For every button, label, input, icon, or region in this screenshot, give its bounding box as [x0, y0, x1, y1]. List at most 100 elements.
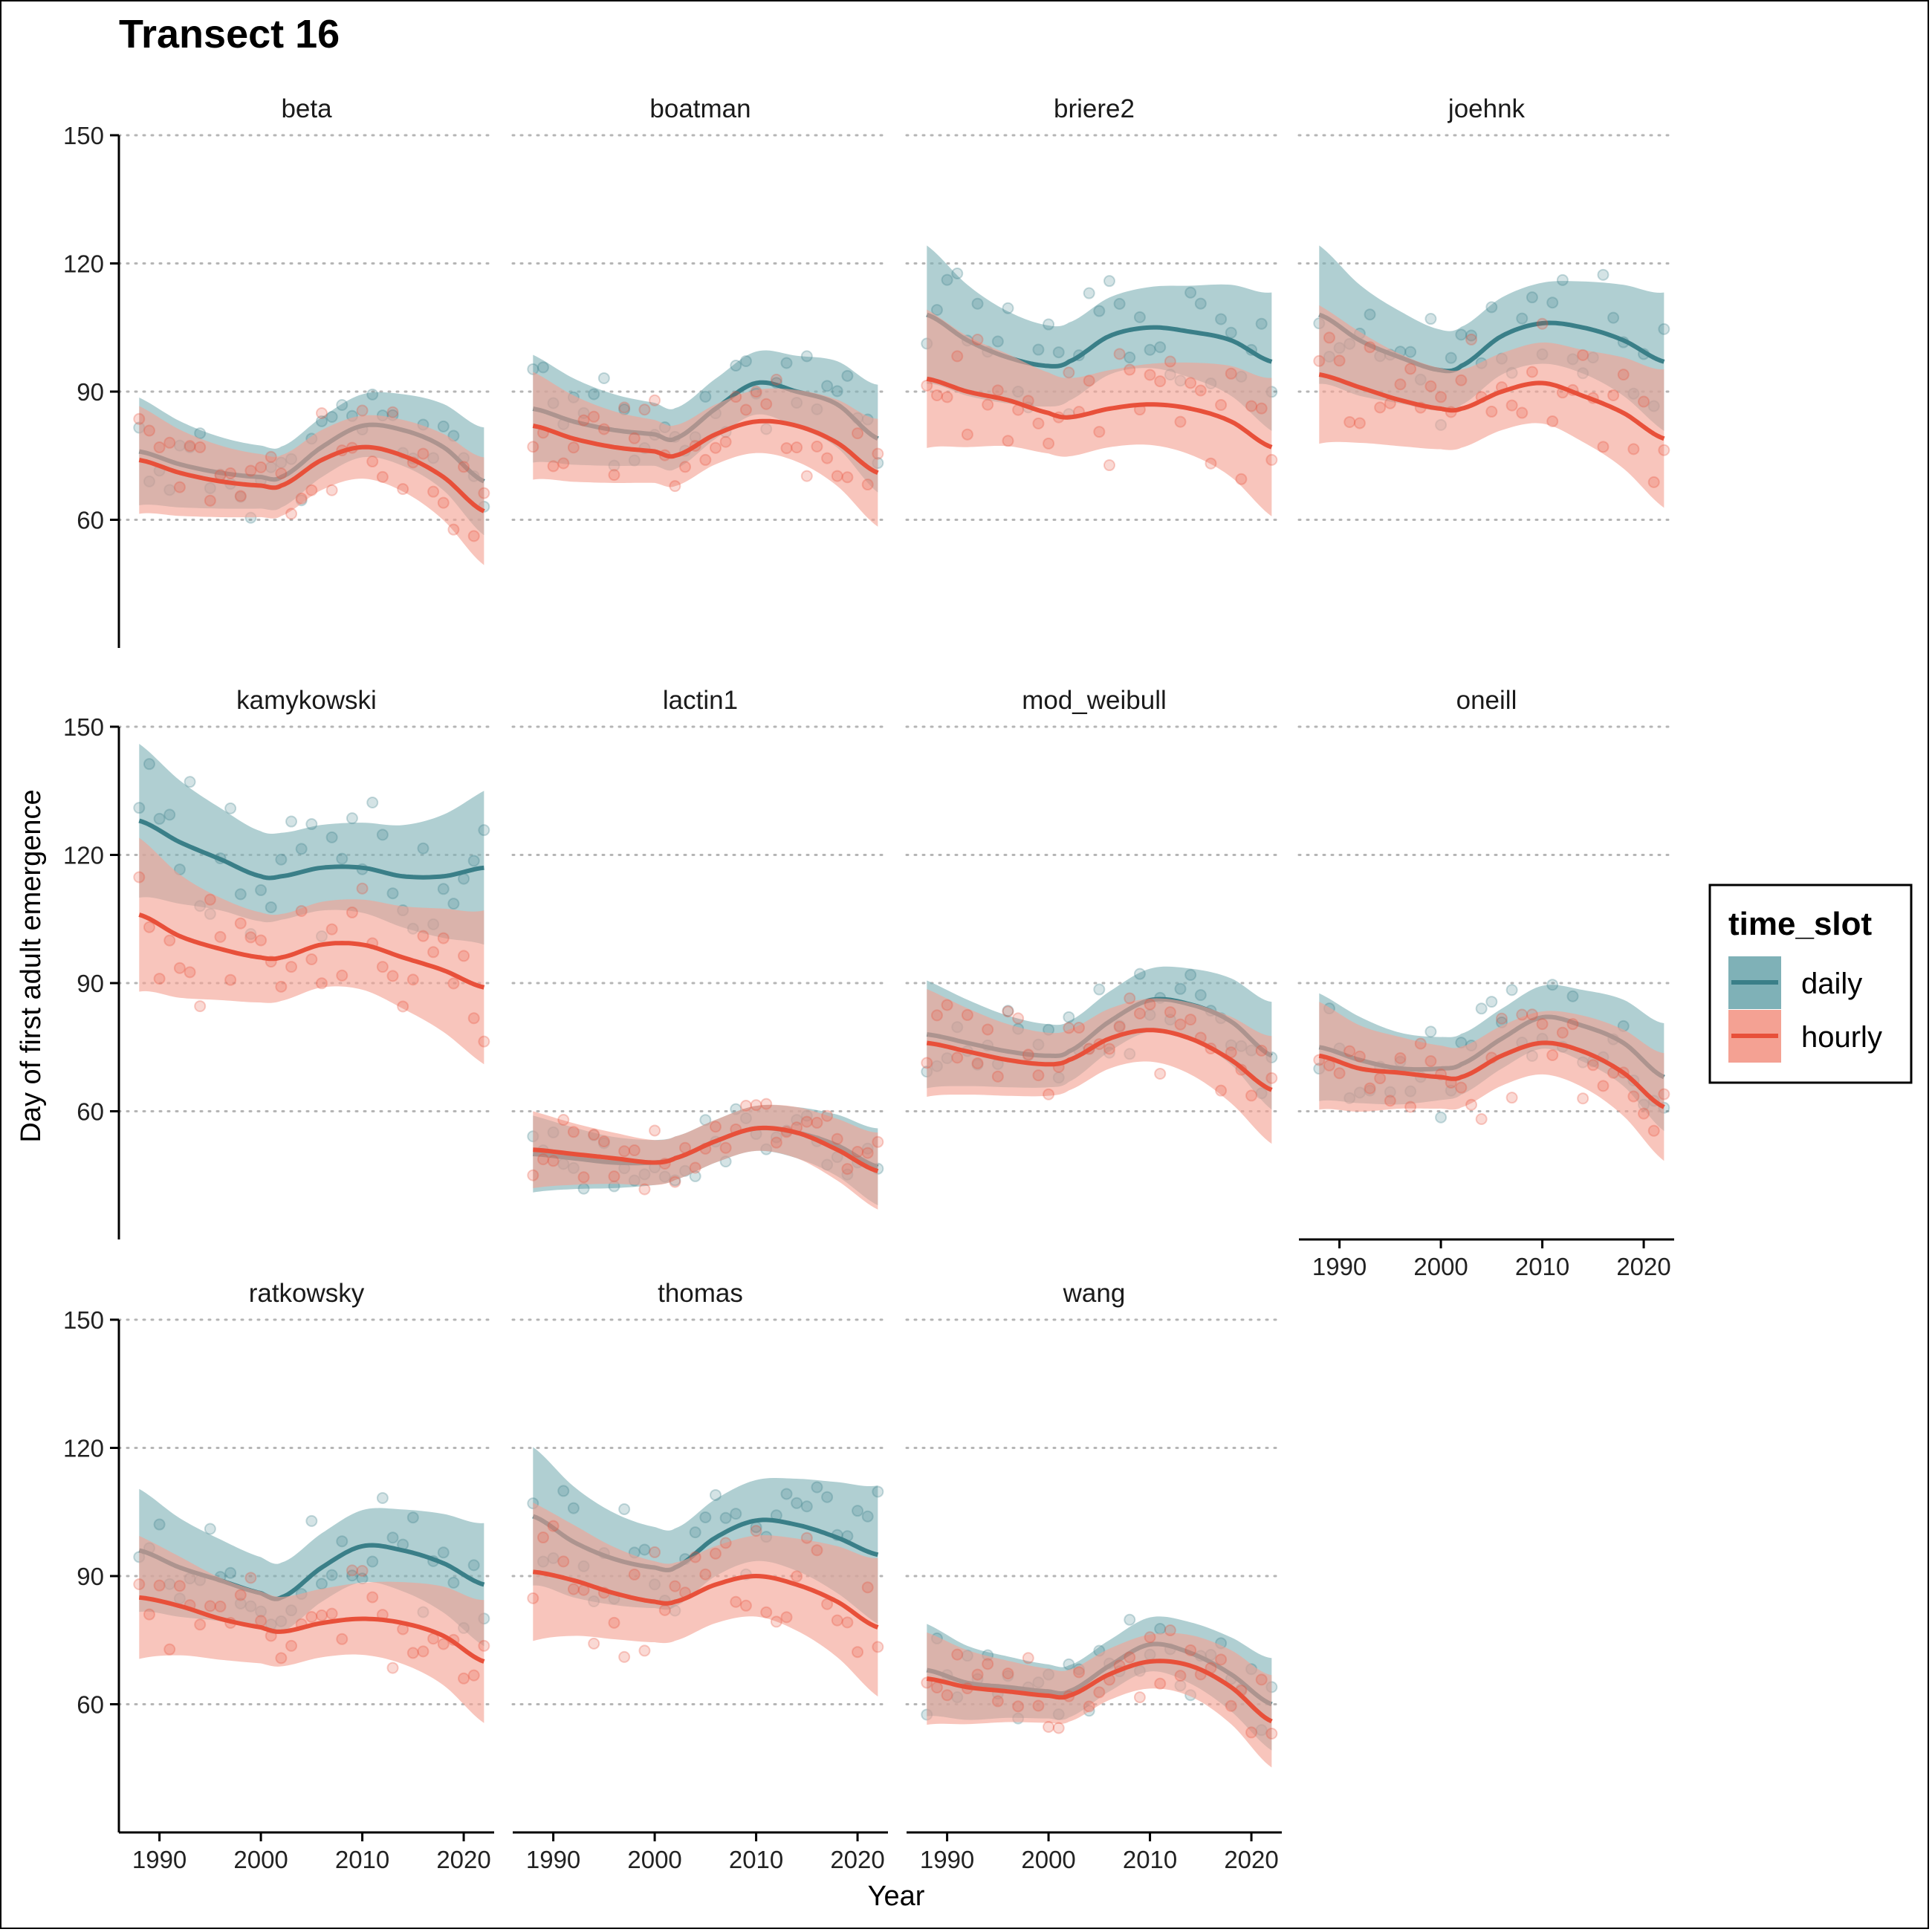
hourly-point — [921, 379, 933, 392]
daily-point — [1113, 297, 1126, 310]
hourly-point — [831, 1132, 843, 1145]
hourly-point — [811, 1544, 823, 1557]
hourly-smooth-line — [926, 376, 1273, 450]
hourly-point — [1184, 377, 1197, 389]
hourly-point — [1343, 1045, 1356, 1057]
hourly-point — [608, 1170, 620, 1183]
hourly-point — [930, 389, 943, 402]
daily-point — [852, 1505, 864, 1517]
hourly-point — [1113, 348, 1126, 360]
daily-point — [224, 802, 237, 814]
hourly-point — [1404, 1100, 1417, 1113]
panel-kamykowski: kamykowski 60 90 120 150 — [63, 686, 496, 1239]
hourly-point — [458, 950, 470, 962]
hourly-point — [1505, 1092, 1518, 1104]
hourly-point — [325, 1607, 338, 1620]
hourly-point — [1333, 1067, 1346, 1080]
hourly-point — [1093, 1686, 1106, 1699]
panel-thomas: thomas 1990 2000 2010 2020 — [511, 1279, 889, 1873]
hourly-point — [780, 1611, 793, 1624]
daily-point — [971, 297, 984, 310]
hourly-point — [649, 394, 661, 406]
daily-point — [1404, 346, 1417, 358]
hourly-point — [557, 1555, 570, 1568]
hourly-point — [397, 483, 409, 496]
hourly-point — [1546, 415, 1559, 427]
daily-point — [1485, 996, 1498, 1008]
hourly-point — [831, 1614, 843, 1627]
daily-point — [1124, 351, 1136, 364]
hourly-point — [1265, 1727, 1278, 1740]
daily-point — [1225, 326, 1237, 339]
hourly-point — [184, 966, 196, 979]
hourly-point — [447, 977, 460, 990]
hourly-point — [1043, 437, 1055, 450]
daily-point — [1597, 268, 1610, 281]
daily-point — [1546, 979, 1559, 991]
hourly-confidence-band — [1319, 1002, 1664, 1161]
hourly-point — [800, 470, 813, 482]
legend: time_slot daily hourly — [1708, 884, 1913, 1084]
daily-point — [1184, 286, 1197, 299]
hourly-smooth-line — [926, 1659, 1273, 1724]
daily-point — [1144, 343, 1156, 356]
y-tick-label: 120 — [63, 1435, 104, 1462]
hourly-point — [1245, 1726, 1258, 1739]
hourly-point — [305, 1611, 318, 1624]
hourly-point — [1002, 435, 1014, 447]
daily-point — [265, 901, 277, 913]
hourly-point — [417, 930, 429, 942]
hourly-point — [1124, 992, 1136, 1005]
hourly-point — [427, 485, 440, 498]
hourly-point — [547, 1155, 560, 1167]
hourly-point — [649, 1124, 661, 1137]
hourly-point — [1265, 453, 1278, 466]
hourly-point — [527, 1169, 539, 1181]
hourly-point — [1658, 444, 1670, 456]
hourly-point — [346, 1564, 358, 1577]
hourly-point — [1093, 426, 1106, 438]
x-tick-label: 1990 — [1312, 1253, 1367, 1280]
hourly-point — [1404, 363, 1417, 375]
daily-point — [366, 1555, 379, 1568]
daily-point — [346, 1569, 358, 1582]
daily-point — [143, 758, 155, 771]
daily-point — [376, 829, 389, 841]
daily-point — [406, 1511, 419, 1524]
hourly-point — [204, 1600, 216, 1612]
hourly-point — [770, 373, 782, 386]
hourly-point — [1465, 1098, 1478, 1111]
hourly-point — [841, 1163, 854, 1176]
hourly-point — [1394, 1051, 1407, 1064]
hourly-point — [1658, 1088, 1670, 1100]
hourly-point — [709, 441, 722, 454]
hourly-point — [1465, 333, 1478, 346]
hourly-point — [991, 1695, 1004, 1708]
panels: beta 60 90 120 150 boatman briere2 joehnk kamyko… — [63, 94, 1676, 1873]
daily-point — [133, 802, 146, 814]
strip-label: mod_weibull — [1022, 686, 1167, 715]
strip-label: boatman — [649, 94, 751, 123]
panel-wang: wang 1990 2000 2010 2020 — [905, 1279, 1283, 1873]
hourly-point — [841, 471, 854, 484]
hourly-point — [739, 1599, 752, 1612]
daily-point — [336, 1535, 349, 1548]
daily-point — [861, 1510, 874, 1523]
hourly-point — [537, 1531, 549, 1544]
hourly-point — [588, 410, 600, 423]
x-tick-label: 2000 — [1021, 1846, 1075, 1873]
daily-point — [346, 812, 358, 825]
hourly-point — [467, 530, 480, 542]
y-tick-label: 150 — [63, 1306, 104, 1334]
hourly-point — [133, 1578, 146, 1591]
hourly-point — [760, 1098, 773, 1110]
hourly-smooth-line — [1318, 1040, 1665, 1109]
hourly-point — [1164, 355, 1176, 368]
daily-point — [1255, 317, 1268, 330]
hourly-point — [1124, 1651, 1136, 1664]
hourly-point — [1154, 375, 1167, 388]
hourly-point — [244, 931, 257, 944]
hourly-smooth-line — [532, 418, 879, 476]
hourly-point — [800, 1115, 813, 1128]
y-tick-label: 90 — [77, 970, 104, 997]
